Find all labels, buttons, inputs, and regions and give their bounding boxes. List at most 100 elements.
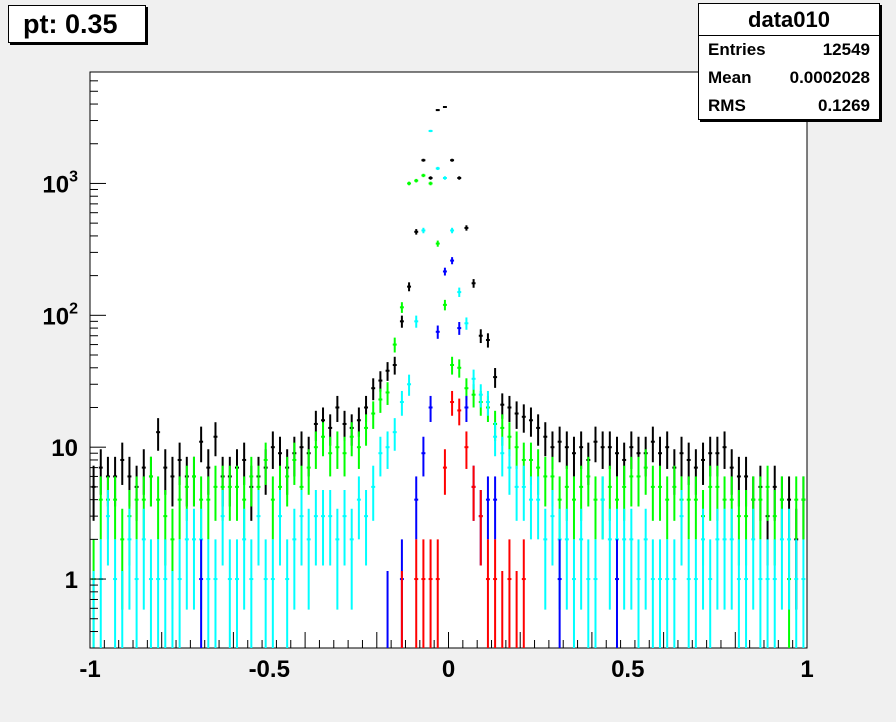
data-point	[464, 395, 469, 422]
data-point	[428, 129, 433, 133]
data-point	[227, 539, 232, 648]
data-point	[199, 539, 204, 648]
stats-row-rms: RMS 0.1269	[699, 92, 879, 120]
data-point	[507, 539, 512, 648]
data-point	[428, 539, 433, 648]
data-point	[464, 317, 469, 330]
data-point	[521, 404, 526, 433]
data-point	[693, 539, 698, 648]
data-point	[156, 418, 161, 451]
data-point	[141, 508, 146, 610]
data-point	[658, 539, 662, 648]
data-point	[629, 456, 634, 507]
data-point	[572, 476, 576, 540]
data-point	[399, 315, 404, 328]
data-point	[313, 431, 318, 469]
data-point	[378, 388, 383, 413]
data-point	[442, 267, 447, 276]
data-point	[270, 431, 275, 469]
data-point	[321, 422, 325, 457]
data-point	[220, 490, 225, 566]
data-point	[801, 476, 806, 540]
data-point	[450, 390, 455, 416]
data-point	[579, 431, 584, 469]
data-point	[536, 476, 541, 540]
data-point	[615, 436, 619, 477]
data-point	[715, 508, 720, 610]
data-point	[564, 431, 569, 469]
data-point	[392, 418, 397, 451]
data-point	[371, 465, 376, 521]
data-point	[328, 490, 333, 566]
data-point	[134, 476, 139, 540]
data-point	[349, 508, 354, 610]
data-point	[184, 508, 189, 610]
data-point	[356, 431, 361, 469]
data-point	[729, 508, 734, 610]
data-point	[342, 410, 347, 442]
data-point	[493, 539, 498, 648]
stats-row-entries: Entries 12549	[699, 36, 879, 64]
data-point	[636, 539, 641, 648]
data-point	[113, 476, 118, 540]
data-point	[672, 465, 677, 521]
data-point	[414, 178, 419, 183]
data-point	[407, 374, 412, 396]
y-tick-label: 103	[42, 168, 78, 198]
data-point	[536, 414, 541, 446]
data-point	[636, 456, 641, 507]
data-point	[227, 465, 232, 521]
data-point	[751, 508, 756, 610]
stats-title: data010	[699, 4, 879, 36]
data-point	[572, 539, 576, 648]
data-point	[485, 333, 490, 348]
data-point	[306, 449, 311, 495]
data-point	[485, 539, 490, 648]
data-point	[371, 401, 376, 429]
data-point	[313, 490, 318, 566]
data-point	[321, 490, 325, 566]
data-point	[378, 436, 383, 477]
data-point	[342, 436, 347, 477]
data-point	[485, 390, 490, 416]
data-point	[629, 508, 634, 610]
data-point	[206, 539, 211, 648]
data-point	[478, 329, 483, 344]
data-point	[213, 539, 218, 648]
data-point	[385, 431, 390, 469]
data-point	[665, 431, 670, 469]
data-point	[543, 456, 548, 507]
data-point	[335, 395, 340, 422]
data-point	[435, 240, 440, 247]
data-point	[113, 539, 118, 648]
data-point	[148, 539, 153, 648]
data-point	[464, 225, 469, 231]
data-point	[98, 476, 103, 540]
x-tick-label: 0.5	[611, 656, 644, 683]
data-point	[213, 465, 218, 521]
data-point	[464, 431, 469, 469]
data-point	[758, 539, 763, 648]
data-point	[435, 166, 440, 171]
data-point	[378, 371, 383, 392]
data-point	[414, 229, 419, 235]
data-point	[650, 539, 655, 648]
data-point	[593, 539, 598, 648]
data-point	[299, 431, 304, 469]
data-point	[672, 539, 677, 648]
data-point	[428, 181, 433, 186]
data-point	[292, 442, 297, 485]
y-tick-label: 1	[65, 567, 78, 594]
data-point	[779, 508, 784, 610]
data-point	[206, 476, 211, 540]
data-point	[471, 369, 476, 390]
data-point	[199, 426, 204, 463]
data-point	[521, 539, 526, 648]
data-point	[442, 299, 447, 311]
data-point	[586, 539, 591, 648]
data-point	[514, 431, 519, 469]
data-point	[407, 282, 412, 292]
data-point	[399, 390, 404, 416]
data-point	[177, 476, 182, 540]
